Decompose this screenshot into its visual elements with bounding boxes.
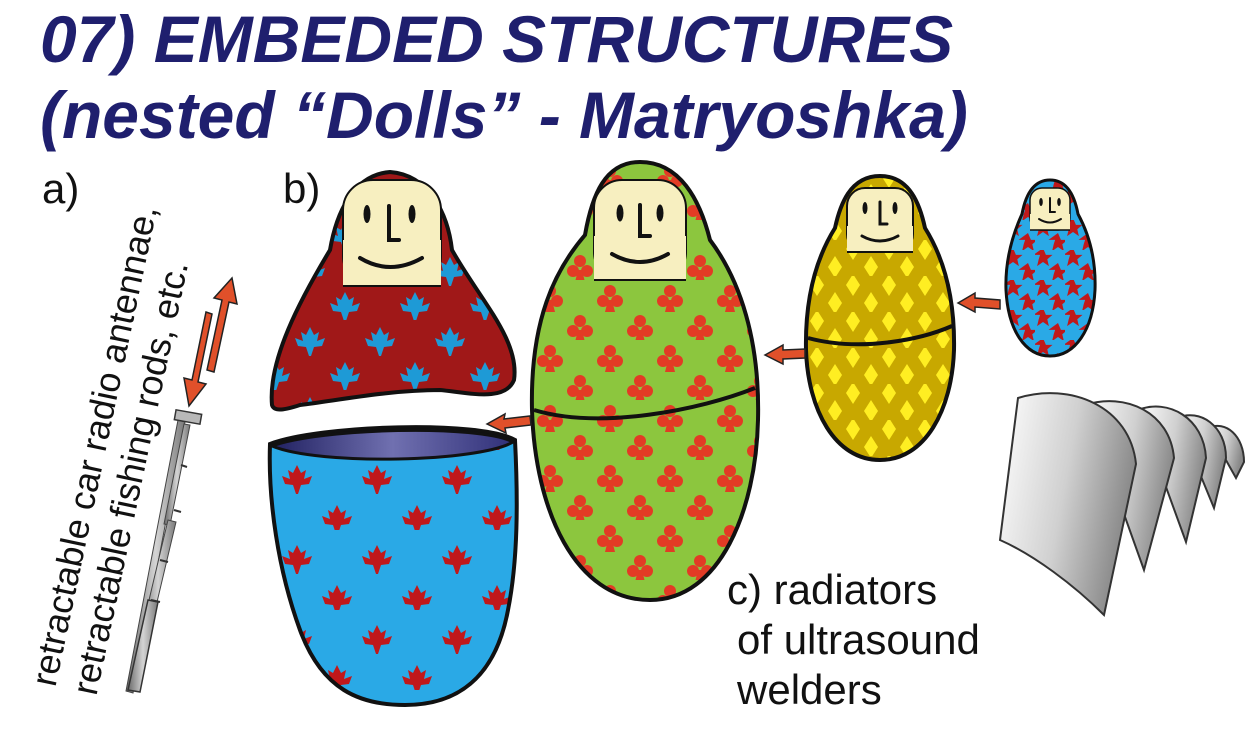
ultrasound-radiators bbox=[998, 392, 1246, 618]
label-c: c) bbox=[727, 566, 762, 613]
nesting-arrows bbox=[485, 291, 1001, 435]
welder-caption-line-1: radiators bbox=[773, 566, 938, 613]
doll-4 bbox=[1004, 178, 1097, 358]
label-a: a) bbox=[42, 165, 80, 212]
label-b: b) bbox=[283, 165, 321, 212]
doll-1-top-half bbox=[269, 169, 517, 412]
welder-caption-line-3: welders bbox=[737, 666, 882, 713]
welder-caption-line-2: of ultrasound bbox=[737, 616, 980, 663]
telescopic-antenna bbox=[125, 408, 203, 694]
welder-caption: c) radiators of ultrasound welders bbox=[727, 565, 980, 715]
title-line-1: 07) EMBEDED STRUCTURES bbox=[40, 2, 954, 76]
doll-2 bbox=[529, 159, 761, 603]
doll-1-bottom-half bbox=[267, 425, 519, 708]
doll-3 bbox=[803, 173, 957, 463]
extend-retract-arrows bbox=[183, 276, 238, 408]
title-line-2: (nested “Dolls” - Matryoshka) bbox=[40, 78, 968, 152]
